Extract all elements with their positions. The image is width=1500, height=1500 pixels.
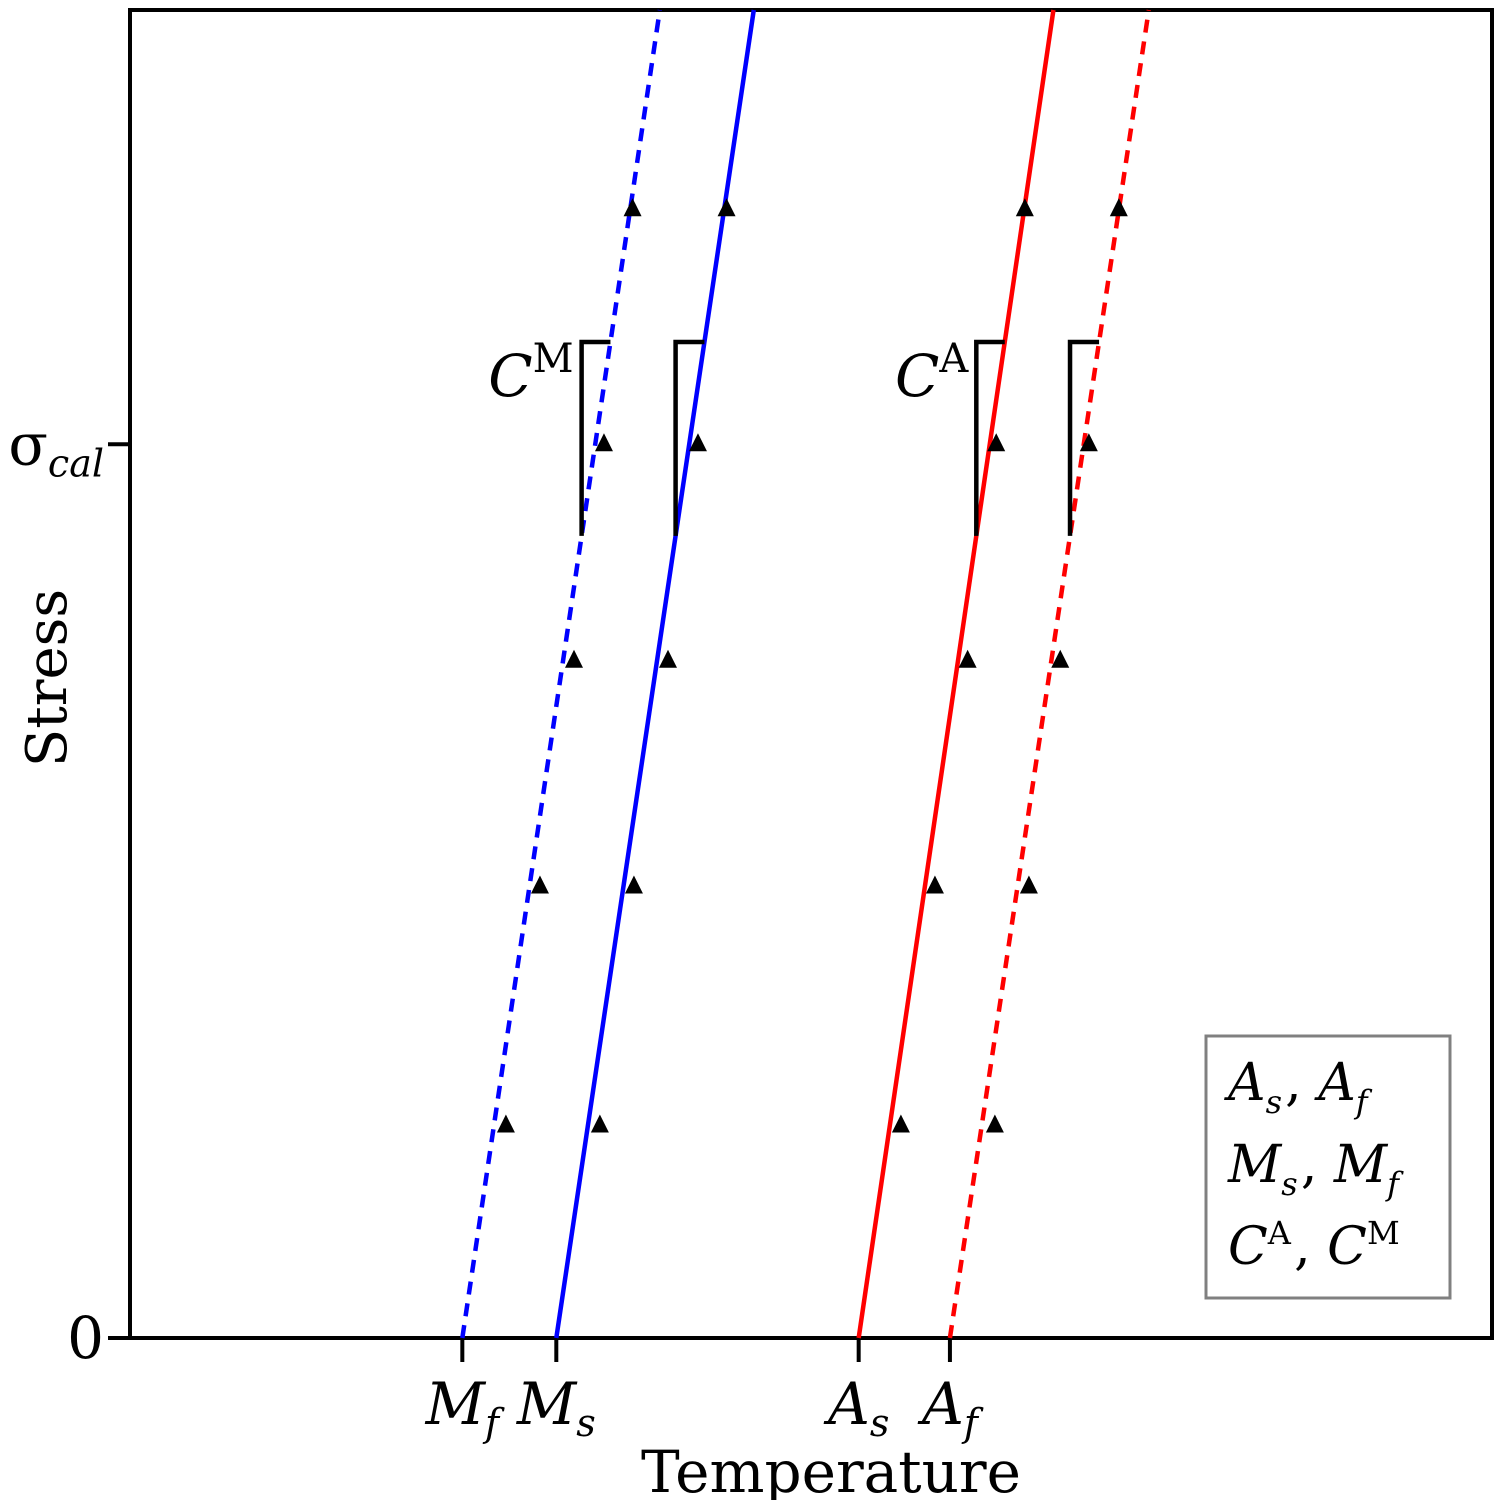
x-tick-label: As <box>823 1370 889 1445</box>
legend-box <box>1204 1034 1452 1300</box>
slope-bracket-line <box>673 339 705 536</box>
legend: As , Af Ms , Mf CA , CM <box>1204 1034 1452 1300</box>
series-line-ms <box>554 9 757 1339</box>
data-point-marker <box>623 198 642 217</box>
legend-entry: CA , CM <box>1228 1214 1403 1277</box>
data-point-marker <box>925 875 944 894</box>
slope-bracket-line <box>974 339 1005 536</box>
slope-bracket-line <box>579 339 611 536</box>
x-tick-label: Af <box>917 1370 984 1445</box>
data-point-marker <box>496 1114 515 1133</box>
legend-entry: Ms , Mf <box>1227 1135 1404 1203</box>
data-point-marker <box>1051 649 1070 668</box>
data-point-marker <box>530 875 549 894</box>
plot-frame <box>128 8 1494 1340</box>
y-axis-label: Stress <box>15 589 80 767</box>
data-point-marker <box>1019 875 1038 894</box>
series-line-mf <box>460 9 663 1339</box>
data-point-marker <box>958 649 977 668</box>
slope-label: CM <box>488 336 573 410</box>
series-as <box>856 9 1056 1339</box>
data-point-marker <box>565 649 584 668</box>
x-axis-label: Temperature <box>641 1438 1021 1500</box>
data-point-marker <box>1109 198 1128 217</box>
data-point-marker <box>891 1114 910 1133</box>
axes <box>108 8 1494 1362</box>
series-mf <box>460 9 663 1339</box>
data-point-marker <box>688 433 707 452</box>
slope-annotations: CM CA <box>488 336 1100 536</box>
x-tick-label: Mf <box>425 1370 505 1445</box>
data-point-marker <box>594 433 613 452</box>
data-point-marker <box>987 433 1006 452</box>
data-point-marker <box>624 875 643 894</box>
slope-bracket-line <box>1067 339 1100 536</box>
series-ms <box>554 9 757 1339</box>
data-point-marker <box>590 1114 609 1133</box>
x-tick-label: Ms <box>516 1370 596 1445</box>
data-point-marker <box>658 649 677 668</box>
data-point-marker <box>1079 433 1098 452</box>
data-point-marker <box>985 1114 1004 1133</box>
data-point-marker <box>717 198 736 217</box>
data-point-marker <box>1015 198 1034 217</box>
series-line-as <box>856 9 1056 1339</box>
series-line-af <box>947 9 1152 1339</box>
slope-bracket: CM <box>488 336 611 536</box>
slope-bracket <box>1067 339 1100 536</box>
slope-bracket: CA <box>895 336 1005 536</box>
series-layer <box>460 9 1152 1339</box>
legend-entry: As , Af <box>1224 1053 1373 1121</box>
series-af <box>947 9 1152 1339</box>
slope-bracket <box>673 339 705 536</box>
slope-label: CA <box>895 336 969 410</box>
y-tick-label: 0 <box>67 1304 104 1372</box>
y-tick-label: σcal <box>8 410 104 485</box>
